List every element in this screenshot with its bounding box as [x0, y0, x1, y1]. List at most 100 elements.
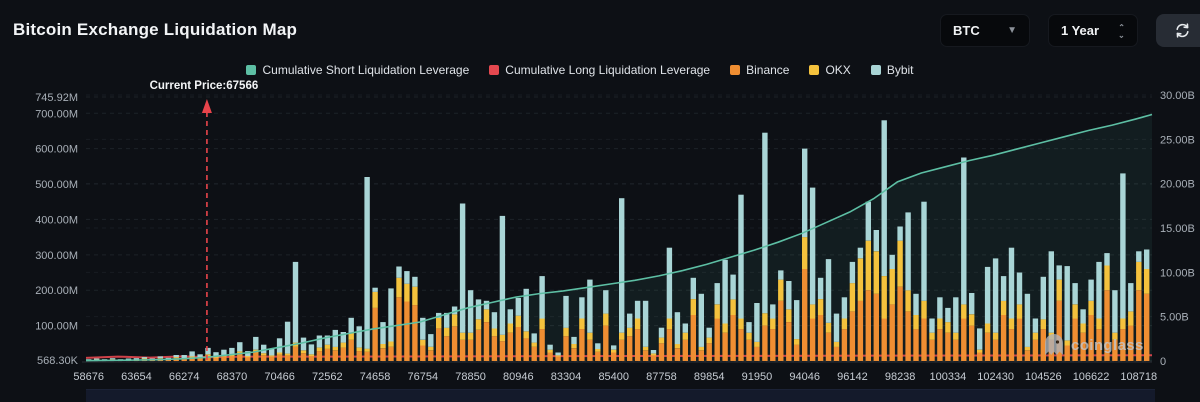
bar-bybit[interactable] — [666, 247, 673, 319]
bar-binance[interactable] — [1024, 350, 1031, 361]
bar-okx[interactable] — [213, 356, 219, 358]
bar-bybit[interactable] — [611, 345, 617, 350]
bar-okx[interactable] — [316, 347, 323, 352]
bar-okx[interactable] — [603, 313, 609, 326]
bar-bybit[interactable] — [674, 312, 681, 345]
bar-okx[interactable] — [698, 346, 704, 351]
bar-binance[interactable] — [825, 332, 832, 361]
bar-bybit[interactable] — [977, 328, 983, 350]
bar-binance[interactable] — [817, 315, 824, 361]
bar-okx[interactable] — [1096, 318, 1102, 330]
bar-binance[interactable] — [412, 305, 418, 361]
timeline-brush[interactable] — [86, 389, 1155, 402]
bar-okx[interactable] — [658, 337, 665, 344]
bar-okx[interactable] — [563, 327, 569, 337]
bar-bybit[interactable] — [1080, 309, 1086, 324]
bar-binance[interactable] — [364, 351, 370, 361]
bar-bybit[interactable] — [467, 290, 474, 333]
bar-binance[interactable] — [1008, 329, 1015, 361]
bar-binance[interactable] — [1104, 290, 1110, 361]
bar-okx[interactable] — [881, 276, 887, 319]
bar-bybit[interactable] — [650, 350, 657, 354]
bar-binance[interactable] — [809, 318, 816, 362]
bar-bybit[interactable] — [483, 300, 490, 310]
bar-binance[interactable] — [611, 352, 617, 362]
bar-binance[interactable] — [770, 329, 776, 361]
bar-binance[interactable] — [650, 355, 657, 361]
bar-bybit[interactable] — [706, 327, 712, 338]
bar-bybit[interactable] — [849, 261, 856, 284]
bar-bybit[interactable] — [253, 336, 259, 350]
bar-bybit[interactable] — [404, 271, 410, 284]
bar-binance[interactable] — [674, 348, 681, 361]
bar-binance[interactable] — [1088, 315, 1094, 361]
bar-bybit[interactable] — [627, 313, 633, 328]
bar-binance[interactable] — [444, 336, 450, 361]
bar-binance[interactable] — [547, 352, 553, 362]
bar-binance[interactable] — [491, 336, 498, 361]
bar-binance[interactable] — [459, 339, 466, 361]
bar-bybit[interactable] — [531, 333, 537, 343]
bar-bybit[interactable] — [802, 148, 808, 238]
bar-bybit[interactable] — [1144, 249, 1150, 270]
range-select[interactable]: 1 Year ⌃ ⌃ — [1048, 14, 1138, 47]
bar-binance[interactable] — [786, 322, 792, 361]
bar-binance[interactable] — [706, 343, 712, 361]
bar-okx[interactable] — [1088, 300, 1094, 315]
bar-okx[interactable] — [722, 323, 728, 333]
bar-okx[interactable] — [356, 347, 362, 352]
bar-okx[interactable] — [977, 349, 983, 353]
bar-bybit[interactable] — [94, 358, 100, 360]
bar-bybit[interactable] — [157, 356, 163, 359]
bar-okx[interactable] — [945, 322, 951, 333]
bar-bybit[interactable] — [690, 277, 696, 299]
bar-binance[interactable] — [984, 332, 991, 361]
bar-okx[interactable] — [1128, 311, 1134, 326]
bar-bybit[interactable] — [316, 335, 323, 348]
bar-okx[interactable] — [364, 348, 370, 352]
bar-bybit[interactable] — [794, 300, 800, 339]
bar-bybit[interactable] — [809, 187, 816, 305]
bar-okx[interactable] — [141, 358, 148, 360]
bar-binance[interactable] — [945, 332, 951, 361]
bar-okx[interactable] — [1120, 318, 1126, 330]
bar-bybit[interactable] — [905, 212, 911, 291]
bar-binance[interactable] — [841, 329, 848, 361]
bar-bybit[interactable] — [762, 132, 768, 314]
bar-binance[interactable] — [722, 332, 728, 361]
bar-okx[interactable] — [730, 299, 736, 315]
bar-binance[interactable] — [714, 318, 720, 362]
bar-binance[interactable] — [929, 339, 935, 361]
bar-okx[interactable] — [269, 355, 275, 357]
bar-binance[interactable] — [276, 354, 283, 361]
bar-binance[interactable] — [642, 350, 649, 361]
bar-binance[interactable] — [666, 329, 673, 361]
bar-okx[interactable] — [1136, 261, 1142, 291]
bar-bybit[interactable] — [778, 270, 784, 280]
bar-bybit[interactable] — [380, 322, 386, 344]
bar-bybit[interactable] — [1008, 247, 1015, 319]
bar-binance[interactable] — [1136, 290, 1142, 361]
bar-bybit[interactable] — [276, 338, 283, 353]
bar-binance[interactable] — [802, 269, 808, 361]
bar-okx[interactable] — [833, 341, 840, 347]
bar-okx[interactable] — [173, 357, 179, 359]
bar-okx[interactable] — [1144, 269, 1150, 294]
bar-bybit[interactable] — [340, 332, 346, 343]
bar-binance[interactable] — [284, 355, 291, 361]
bar-binance[interactable] — [1048, 339, 1054, 361]
bar-bybit[interactable] — [817, 277, 824, 299]
bar-bybit[interactable] — [237, 342, 243, 352]
bar-binance[interactable] — [428, 350, 434, 361]
bar-binance[interactable] — [619, 339, 625, 361]
bar-bybit[interactable] — [953, 297, 959, 333]
bar-binance[interactable] — [539, 329, 545, 361]
bar-bybit[interactable] — [284, 321, 291, 354]
bar-binance[interactable] — [658, 343, 665, 361]
bar-bybit[interactable] — [1112, 290, 1118, 333]
bar-okx[interactable] — [372, 292, 378, 308]
bar-bybit[interactable] — [197, 354, 203, 358]
bar-okx[interactable] — [1104, 265, 1110, 291]
bar-bybit[interactable] — [1048, 251, 1054, 333]
symbol-select[interactable]: BTC ▼ — [940, 14, 1030, 47]
